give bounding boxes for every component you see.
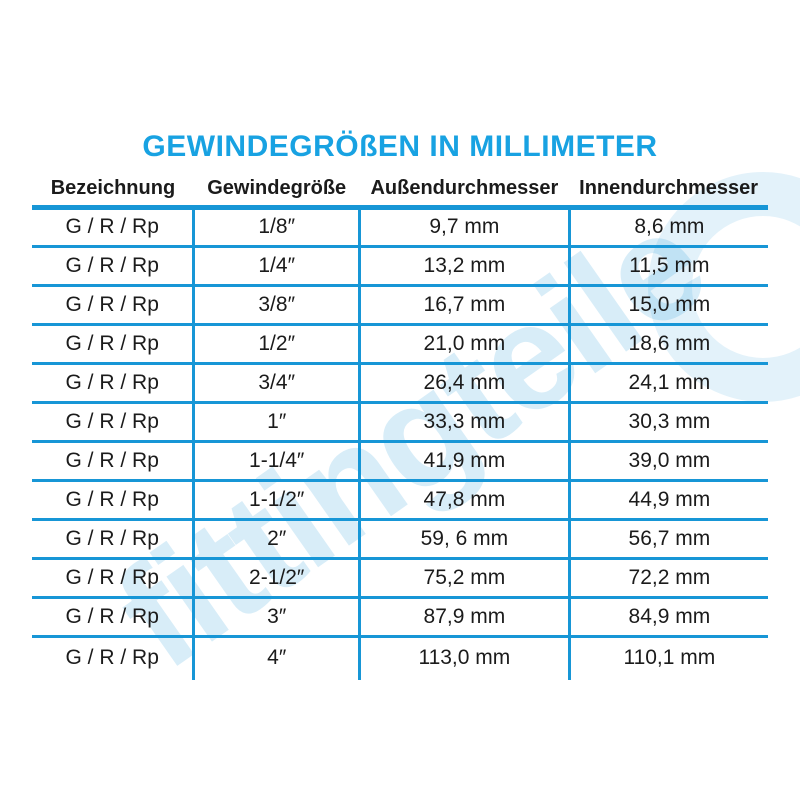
table-row: G / R / Rp 3″ 87,9 mm 84,9 mm [32,597,768,638]
table-cell-aussendurchmesser: 41,9 mm [358,441,570,482]
table-cell-aussendurchmesser: 21,0 mm [358,324,570,365]
table-cell-aussendurchmesser: 16,7 mm [358,285,570,326]
table-cell-innendurchmesser: 72,2 mm [567,558,768,599]
table-cell-aussendurchmesser: 113,0 mm [358,636,570,680]
column-header-aussendurchmesser: Außendurchmesser [359,176,570,210]
table-row: G / R / Rp 1/2″ 21,0 mm 18,6 mm [32,324,768,365]
table-cell-bezeichnung: G / R / Rp [32,558,194,599]
table-cell-bezeichnung: G / R / Rp [32,480,194,521]
table-cell-aussendurchmesser: 87,9 mm [358,597,570,638]
table-row: G / R / Rp 1/4″ 13,2 mm 11,5 mm [32,246,768,287]
table-cell-gewindegroesse: 1″ [192,402,360,443]
table-cell-innendurchmesser: 84,9 mm [567,597,768,638]
column-header-gewindegroesse: Gewindegröße [193,176,360,210]
table-row: G / R / Rp 1-1/4″ 41,9 mm 39,0 mm [32,441,768,482]
page-title: GEWINDEGRÖßEN IN MILLIMETER [142,130,658,163]
table-row: G / R / Rp 4″ 113,0 mm 110,1 mm [32,636,768,680]
table-row: G / R / Rp 1/8″ 9,7 mm 8,6 mm [32,207,768,248]
table-cell-gewindegroesse: 1/4″ [192,246,360,287]
column-header-bezeichnung: Bezeichnung [32,176,194,210]
table-cell-innendurchmesser: 44,9 mm [567,480,768,521]
table-cell-bezeichnung: G / R / Rp [32,324,194,365]
table-row: G / R / Rp 1″ 33,3 mm 30,3 mm [32,402,768,443]
table-cell-bezeichnung: G / R / Rp [32,285,194,326]
table-row: G / R / Rp 2″ 59, 6 mm 56,7 mm [32,519,768,560]
table-body: G / R / Rp 1/8″ 9,7 mm 8,6 mm G / R / Rp 1/4″… [32,207,768,680]
table-cell-gewindegroesse: 1/8″ [192,207,360,248]
table-cell-bezeichnung: G / R / Rp [32,363,194,404]
table-cell-innendurchmesser: 18,6 mm [567,324,768,365]
table-cell-gewindegroesse: 1/2″ [192,324,360,365]
table-cell-gewindegroesse: 2″ [192,519,360,560]
table-cell-gewindegroesse: 3″ [192,597,360,638]
table-cell-innendurchmesser: 56,7 mm [567,519,768,560]
table-row: G / R / Rp 1-1/2″ 47,8 mm 44,9 mm [32,480,768,521]
table-cell-bezeichnung: G / R / Rp [32,597,194,638]
table-cell-gewindegroesse: 4″ [192,636,360,680]
table-cell-aussendurchmesser: 13,2 mm [358,246,570,287]
table-cell-innendurchmesser: 8,6 mm [567,207,768,248]
table-cell-aussendurchmesser: 75,2 mm [358,558,570,599]
table-row: G / R / Rp 3/4″ 26,4 mm 24,1 mm [32,363,768,404]
table-row: G / R / Rp 3/8″ 16,7 mm 15,0 mm [32,285,768,326]
table-cell-aussendurchmesser: 59, 6 mm [358,519,570,560]
table-cell-innendurchmesser: 11,5 mm [567,246,768,287]
table-cell-gewindegroesse: 3/4″ [192,363,360,404]
table-cell-gewindegroesse: 1-1/4″ [192,441,360,482]
table-cell-bezeichnung: G / R / Rp [32,519,194,560]
table-cell-aussendurchmesser: 26,4 mm [358,363,570,404]
table-cell-gewindegroesse: 1-1/2″ [192,480,360,521]
thread-size-table: Bezeichnung Gewindegröße Außendurchmesse… [32,176,768,680]
table-cell-aussendurchmesser: 47,8 mm [358,480,570,521]
table-cell-bezeichnung: G / R / Rp [32,441,194,482]
table-header-row: Bezeichnung Gewindegröße Außendurchmesse… [32,176,768,210]
table-cell-innendurchmesser: 110,1 mm [567,636,768,680]
table-cell-aussendurchmesser: 9,7 mm [358,207,570,248]
column-header-innendurchmesser: Innendurchmesser [569,176,768,210]
table-cell-bezeichnung: G / R / Rp [32,207,194,248]
table-cell-bezeichnung: G / R / Rp [65,645,159,669]
table-cell-gewindegroesse: 2-1/2″ [192,558,360,599]
table-cell-aussendurchmesser: 33,3 mm [358,402,570,443]
table-cell-gewindegroesse: 3/8″ [192,285,360,326]
table-cell-innendurchmesser: 15,0 mm [567,285,768,326]
table-cell-innendurchmesser: 30,3 mm [567,402,768,443]
table-cell-innendurchmesser: 39,0 mm [567,441,768,482]
table-cell-bezeichnung: G / R / Rp [32,246,194,287]
table-cell-bezeichnung: G / R / Rp [32,402,194,443]
table-cell-innendurchmesser: 24,1 mm [567,363,768,404]
table-row: G / R / Rp 2-1/2″ 75,2 mm 72,2 mm [32,558,768,599]
